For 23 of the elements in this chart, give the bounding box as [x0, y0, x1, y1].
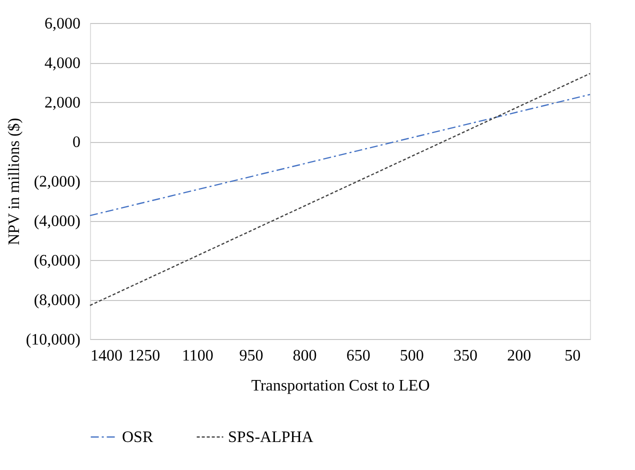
y-tick-label: 6,000 — [44, 16, 80, 32]
x-tick-label: 800 — [292, 348, 317, 364]
y-tick-label: (8,000) — [34, 292, 80, 309]
x-tick-label: 950 — [239, 348, 264, 364]
x-axis-title: Transportation Cost to LEO — [251, 378, 430, 394]
y-tick-label: (10,000) — [26, 332, 80, 348]
y-tick-label: (4,000) — [34, 213, 80, 230]
legend-label: OSR — [122, 429, 154, 446]
x-tick-label: 350 — [454, 348, 478, 364]
y-tick-label: (6,000) — [34, 252, 80, 270]
y-tick-label: 0 — [72, 134, 80, 151]
x-tick-label: 650 — [346, 348, 370, 364]
x-tick-label: 200 — [507, 348, 532, 364]
x-tick-label: 1250 — [128, 348, 160, 364]
y-tick-label: 4,000 — [44, 55, 80, 72]
x-tick-label: 1400 — [90, 348, 122, 364]
legend-label: SPS-ALPHA — [228, 429, 314, 446]
x-tick-label: 50 — [564, 348, 581, 364]
x-tick-label: 1100 — [182, 348, 214, 364]
y-tick-label: (2,000) — [34, 174, 80, 190]
y-tick-label: 2,000 — [44, 94, 80, 112]
x-tick-label: 500 — [400, 348, 424, 364]
y-axis-title: NPV in millions ($) — [6, 118, 23, 246]
